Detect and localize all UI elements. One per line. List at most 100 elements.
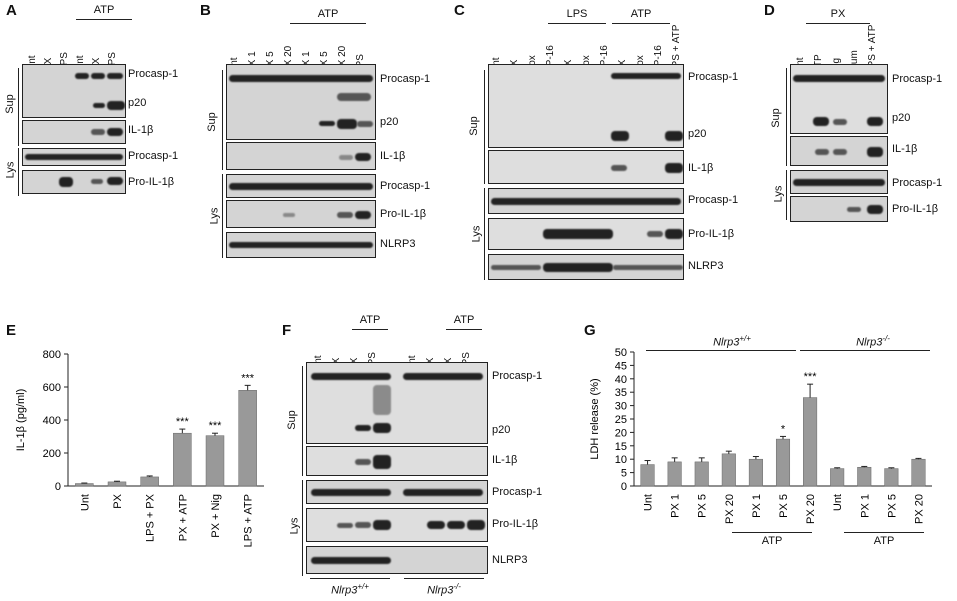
y-tick-label: 800: [43, 349, 61, 361]
y-tick-label: 5: [621, 468, 627, 480]
blot-label: Procasp-1: [688, 194, 739, 206]
y-tick-label: 10: [615, 454, 627, 466]
side-label-lys: Lys: [772, 185, 785, 203]
blot-label: Procasp-1: [892, 73, 943, 85]
blot-label: p20: [688, 128, 707, 140]
panel-label-a: A: [6, 2, 17, 19]
panel-label-d: D: [764, 2, 775, 19]
blot-label: IL-1β: [688, 162, 714, 174]
genotype-bar-wt: [310, 578, 390, 579]
lys-bracket: [18, 148, 19, 196]
blot-label: IL-1β: [380, 150, 406, 162]
bar: [803, 397, 818, 487]
blot-a-proil1b: [22, 170, 126, 194]
group-label-atp-b: ATP: [317, 8, 339, 20]
genotype-bar-ko-g: [800, 350, 930, 351]
blot-label: p20: [380, 116, 399, 128]
bar: [107, 481, 127, 487]
side-label-lys: Lys: [470, 225, 483, 243]
blot-label: Pro-IL-1β: [688, 228, 735, 240]
group-bar-b: [290, 23, 366, 24]
blot-d-lys-procasp: [790, 170, 888, 194]
genotype-wt-f: Nlrp3+/+: [331, 582, 369, 597]
y-tick-label: 20: [615, 427, 627, 439]
x-tick-label: Unt: [643, 494, 655, 511]
y-axis-label: IL-1β (pg/ml): [15, 389, 27, 452]
side-label-sup: Sup: [769, 108, 782, 128]
sup-bracket: [484, 70, 485, 184]
bar: [748, 458, 763, 487]
blot-d-sup-procasp: [790, 64, 888, 134]
blot-label: Procasp-1: [492, 370, 543, 382]
y-tick-label: 40: [615, 374, 627, 386]
bar: [721, 453, 736, 487]
genotype-wt-g: Nlrp3+/+: [713, 334, 751, 349]
side-label-sup: Sup: [205, 112, 218, 132]
group-bar-d: [806, 23, 870, 24]
group-label-atp-a: ATP: [93, 4, 115, 16]
x-tick-label: LPS + ATP: [243, 494, 255, 547]
blot-label: Procasp-1: [380, 73, 431, 85]
x-tick-label: Unt: [79, 494, 91, 511]
blot-label: p20: [892, 112, 911, 124]
group-label-atp-f2: ATP: [453, 314, 475, 326]
significance-mark: *: [781, 423, 786, 435]
blot-label: IL-1β: [892, 143, 918, 155]
side-label-lys: Lys: [4, 161, 17, 179]
y-tick-label: 45: [615, 360, 627, 372]
blot-b-proil1b: [226, 200, 376, 228]
side-label-lys: Lys: [288, 517, 301, 535]
blot-d-il1b: [790, 136, 888, 166]
blot-label: Procasp-1: [128, 68, 179, 80]
panel-label-c: C: [454, 2, 465, 19]
blot-d-proil1b: [790, 196, 888, 222]
bar: [857, 466, 872, 487]
group-label-px-d: PX: [830, 8, 846, 20]
panel-label-b: B: [200, 2, 211, 19]
blot-label: Pro-IL-1β: [380, 208, 427, 220]
bar: [75, 483, 94, 487]
sup-bracket: [302, 366, 303, 476]
x-tick-label: Unt: [832, 494, 844, 511]
sup-bracket: [222, 70, 223, 170]
blot-c-sup-procasp: [488, 64, 684, 148]
blot-a-lys-procasp: [22, 148, 126, 166]
significance-mark: ***: [209, 420, 223, 432]
blot-b-lys-procasp: [226, 174, 376, 198]
bar: [911, 458, 926, 487]
blot-f-nlrp3: [306, 546, 488, 574]
blot-label: Pro-IL-1β: [492, 518, 539, 530]
x-tick-label: PX 20: [913, 494, 925, 524]
significance-mark: ***: [804, 371, 818, 383]
blot-c-proil1b: [488, 218, 684, 250]
blot-label: Procasp-1: [380, 180, 431, 192]
lys-bracket: [786, 170, 787, 220]
bar: [775, 438, 791, 487]
atp-bar-wt-g: [732, 532, 812, 533]
genotype-bar-ko: [404, 578, 484, 579]
y-tick-label: 15: [615, 441, 627, 453]
atp-label-wt-g: ATP: [761, 535, 783, 547]
y-tick-label: 50: [615, 347, 627, 359]
x-tick-label: PX 1: [859, 494, 871, 518]
blot-label: Pro-IL-1β: [128, 176, 175, 188]
x-tick-label: PX 5: [778, 494, 790, 518]
side-label-sup: Sup: [467, 116, 480, 136]
side-label-sup: Sup: [285, 410, 298, 430]
bar: [667, 461, 682, 487]
group-label-atp-f1: ATP: [359, 314, 381, 326]
genotype-ko-g: Nlrp3-/-: [856, 334, 890, 349]
blot-label: NLRP3: [380, 238, 416, 250]
y-tick-label: 35: [615, 387, 627, 399]
blot-f-proil1b: [306, 508, 488, 542]
blot-label: Procasp-1: [128, 150, 179, 162]
blot-label: NLRP3: [492, 554, 528, 566]
group-bar-atp-c: [612, 23, 670, 24]
bar: [640, 464, 655, 487]
blot-b-il1b: [226, 142, 376, 170]
x-tick-label: PX 1: [670, 494, 682, 518]
bar: [173, 432, 192, 487]
blot-label: IL-1β: [128, 124, 154, 136]
y-tick-label: 600: [43, 382, 61, 394]
